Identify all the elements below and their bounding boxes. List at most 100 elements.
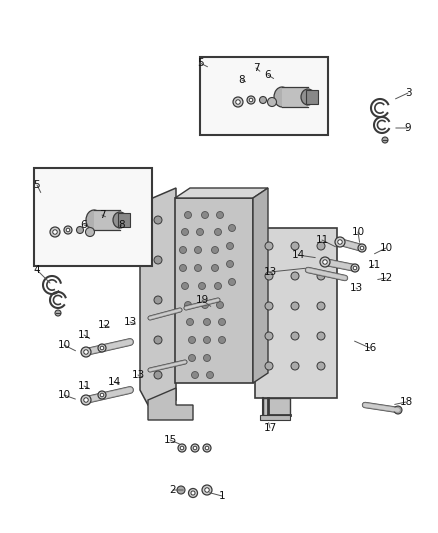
Circle shape xyxy=(187,319,194,326)
Circle shape xyxy=(249,98,253,102)
Circle shape xyxy=(154,256,162,264)
Circle shape xyxy=(226,261,233,268)
Circle shape xyxy=(291,242,299,250)
Ellipse shape xyxy=(274,87,290,107)
Text: 13: 13 xyxy=(263,267,277,277)
Bar xyxy=(34,168,152,266)
Circle shape xyxy=(317,362,325,370)
Circle shape xyxy=(154,371,162,379)
Text: 14: 14 xyxy=(107,377,120,387)
Circle shape xyxy=(184,212,191,219)
Circle shape xyxy=(84,350,88,354)
Circle shape xyxy=(204,319,211,326)
Circle shape xyxy=(212,264,219,271)
Circle shape xyxy=(358,244,366,252)
Circle shape xyxy=(50,227,60,237)
Bar xyxy=(200,57,328,135)
Text: 12: 12 xyxy=(379,273,392,283)
Polygon shape xyxy=(175,188,268,198)
Circle shape xyxy=(291,272,299,280)
Text: 12: 12 xyxy=(97,320,111,330)
Circle shape xyxy=(265,272,273,280)
Circle shape xyxy=(181,282,188,289)
Circle shape xyxy=(335,237,345,247)
Ellipse shape xyxy=(113,212,127,228)
Polygon shape xyxy=(253,188,268,383)
Circle shape xyxy=(188,336,195,343)
Circle shape xyxy=(178,444,186,452)
Bar xyxy=(306,90,318,104)
Circle shape xyxy=(265,302,273,310)
Circle shape xyxy=(236,100,240,104)
Circle shape xyxy=(181,229,188,236)
Polygon shape xyxy=(148,388,193,420)
Bar xyxy=(255,228,337,398)
Circle shape xyxy=(188,354,195,361)
Circle shape xyxy=(197,229,204,236)
Circle shape xyxy=(198,282,205,289)
Text: 16: 16 xyxy=(364,343,377,353)
Text: 10: 10 xyxy=(351,227,364,237)
Circle shape xyxy=(81,395,91,405)
Circle shape xyxy=(353,266,357,270)
Ellipse shape xyxy=(301,89,315,105)
Circle shape xyxy=(84,398,88,402)
Circle shape xyxy=(215,282,222,289)
Text: 18: 18 xyxy=(399,397,413,407)
Circle shape xyxy=(291,302,299,310)
Circle shape xyxy=(215,229,222,236)
Circle shape xyxy=(323,260,327,264)
Circle shape xyxy=(229,279,236,286)
Circle shape xyxy=(194,264,201,271)
Text: 5: 5 xyxy=(34,180,40,190)
Circle shape xyxy=(382,137,388,143)
Circle shape xyxy=(265,332,273,340)
Circle shape xyxy=(154,336,162,344)
Text: 11: 11 xyxy=(315,235,328,245)
Circle shape xyxy=(81,347,91,357)
Bar xyxy=(118,213,130,227)
Circle shape xyxy=(212,246,219,254)
Text: 6: 6 xyxy=(81,220,87,230)
Circle shape xyxy=(226,243,233,249)
Text: 8: 8 xyxy=(119,220,125,230)
Text: 11: 11 xyxy=(78,381,91,391)
Circle shape xyxy=(265,362,273,370)
Text: 7: 7 xyxy=(99,210,105,220)
Text: 19: 19 xyxy=(195,295,208,305)
Circle shape xyxy=(177,486,185,494)
Circle shape xyxy=(320,257,330,267)
Circle shape xyxy=(100,346,104,350)
Circle shape xyxy=(216,302,223,309)
Circle shape xyxy=(203,444,211,452)
Text: 15: 15 xyxy=(163,435,177,445)
Circle shape xyxy=(98,391,106,399)
Circle shape xyxy=(204,354,211,361)
Polygon shape xyxy=(263,398,290,416)
Text: 11: 11 xyxy=(78,330,91,340)
Circle shape xyxy=(291,332,299,340)
Circle shape xyxy=(233,97,243,107)
Circle shape xyxy=(338,240,342,244)
Circle shape xyxy=(317,302,325,310)
Text: 14: 14 xyxy=(291,250,304,260)
Text: 7: 7 xyxy=(253,63,259,73)
Circle shape xyxy=(180,264,187,271)
Circle shape xyxy=(229,224,236,231)
Circle shape xyxy=(55,310,61,316)
Circle shape xyxy=(191,444,199,452)
Circle shape xyxy=(219,336,226,343)
Text: 3: 3 xyxy=(405,88,411,98)
Circle shape xyxy=(66,228,70,232)
Text: 10: 10 xyxy=(57,390,71,400)
Bar xyxy=(94,210,120,230)
Text: 9: 9 xyxy=(405,123,411,133)
Text: 6: 6 xyxy=(265,70,271,80)
Text: 11: 11 xyxy=(367,260,381,270)
Circle shape xyxy=(180,446,184,450)
Text: 4: 4 xyxy=(34,265,40,275)
Circle shape xyxy=(100,393,104,397)
Circle shape xyxy=(191,372,198,378)
Circle shape xyxy=(268,98,276,107)
Circle shape xyxy=(180,246,187,254)
